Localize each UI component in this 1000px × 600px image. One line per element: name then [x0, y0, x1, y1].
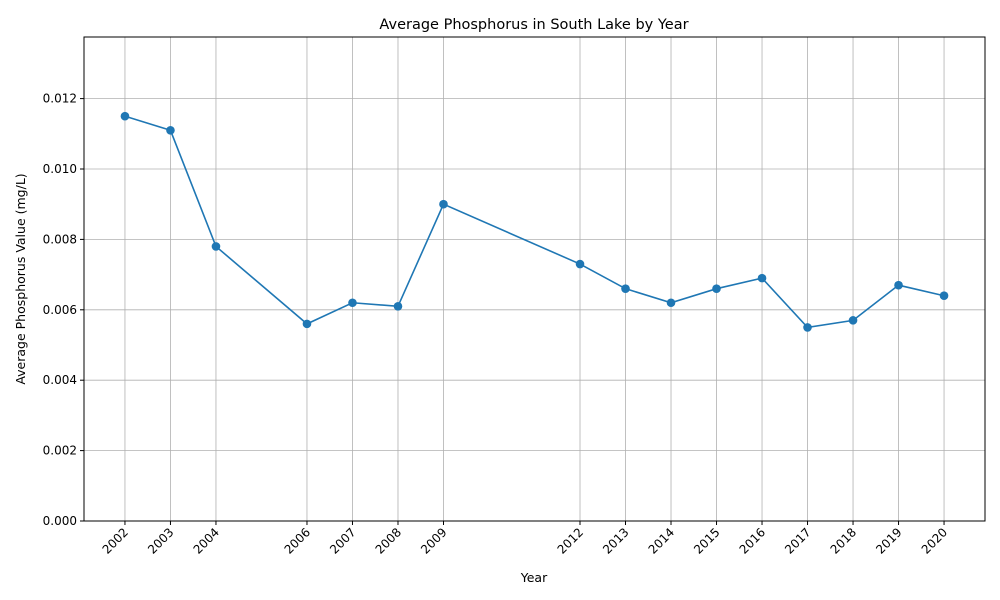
x-tick-label: 2015: [691, 525, 722, 556]
y-tick-label: 0.010: [43, 162, 77, 176]
grid-layer: [84, 37, 985, 522]
data-point: [712, 284, 721, 293]
x-tick-label: 2013: [600, 525, 631, 556]
series-line: [124, 115, 945, 329]
data-point: [848, 316, 858, 325]
ticks-layer: 2002 2003 2004 2006 2007 2008 2009 2012 2013 2014…: [43, 92, 951, 557]
data-point: [575, 259, 585, 269]
x-tick-label: 2017: [782, 525, 813, 556]
x-axis-label: Year: [520, 570, 548, 585]
series-layer: [120, 111, 949, 332]
x-tick-label: 2002: [100, 525, 131, 556]
y-tick-label: 0.000: [43, 514, 77, 528]
y-tick-label: 0.006: [43, 303, 77, 317]
y-tick-label: 0.008: [43, 232, 77, 246]
data-point: [757, 273, 767, 283]
y-tick-label: 0.012: [43, 92, 77, 106]
x-tick-label: 2014: [646, 525, 677, 556]
x-tick-label: 2008: [373, 525, 404, 556]
x-tick-label: 2016: [737, 525, 768, 556]
data-point: [393, 301, 403, 311]
data-point: [939, 291, 949, 301]
data-point: [894, 280, 903, 290]
data-point: [211, 242, 221, 251]
data-point: [803, 323, 812, 332]
data-point: [621, 284, 630, 293]
chart-title: Average Phosphorus in South Lake by Year: [379, 17, 688, 33]
y-axis-label: Average Phosphorus Value (mg/L): [13, 173, 28, 384]
data-point: [120, 111, 130, 121]
x-tick-label: 2003: [145, 525, 176, 556]
x-tick-label: 2007: [327, 525, 358, 556]
data-point: [348, 298, 357, 308]
data-point: [302, 319, 312, 329]
x-tick-label: 2019: [873, 525, 904, 556]
x-tick-label: 2012: [555, 525, 586, 556]
plot-frame: [83, 36, 986, 522]
x-tick-label: 2009: [418, 525, 449, 556]
x-tick-label: 2004: [191, 525, 222, 556]
data-point: [666, 298, 676, 308]
x-tick-label: 2020: [919, 525, 950, 556]
x-tick-label: 2018: [828, 525, 859, 556]
y-tick-label: 0.004: [43, 373, 77, 387]
x-tick-label: 2006: [282, 525, 313, 556]
data-point: [439, 199, 448, 209]
data-point: [166, 125, 175, 135]
y-tick-label: 0.002: [43, 444, 77, 458]
